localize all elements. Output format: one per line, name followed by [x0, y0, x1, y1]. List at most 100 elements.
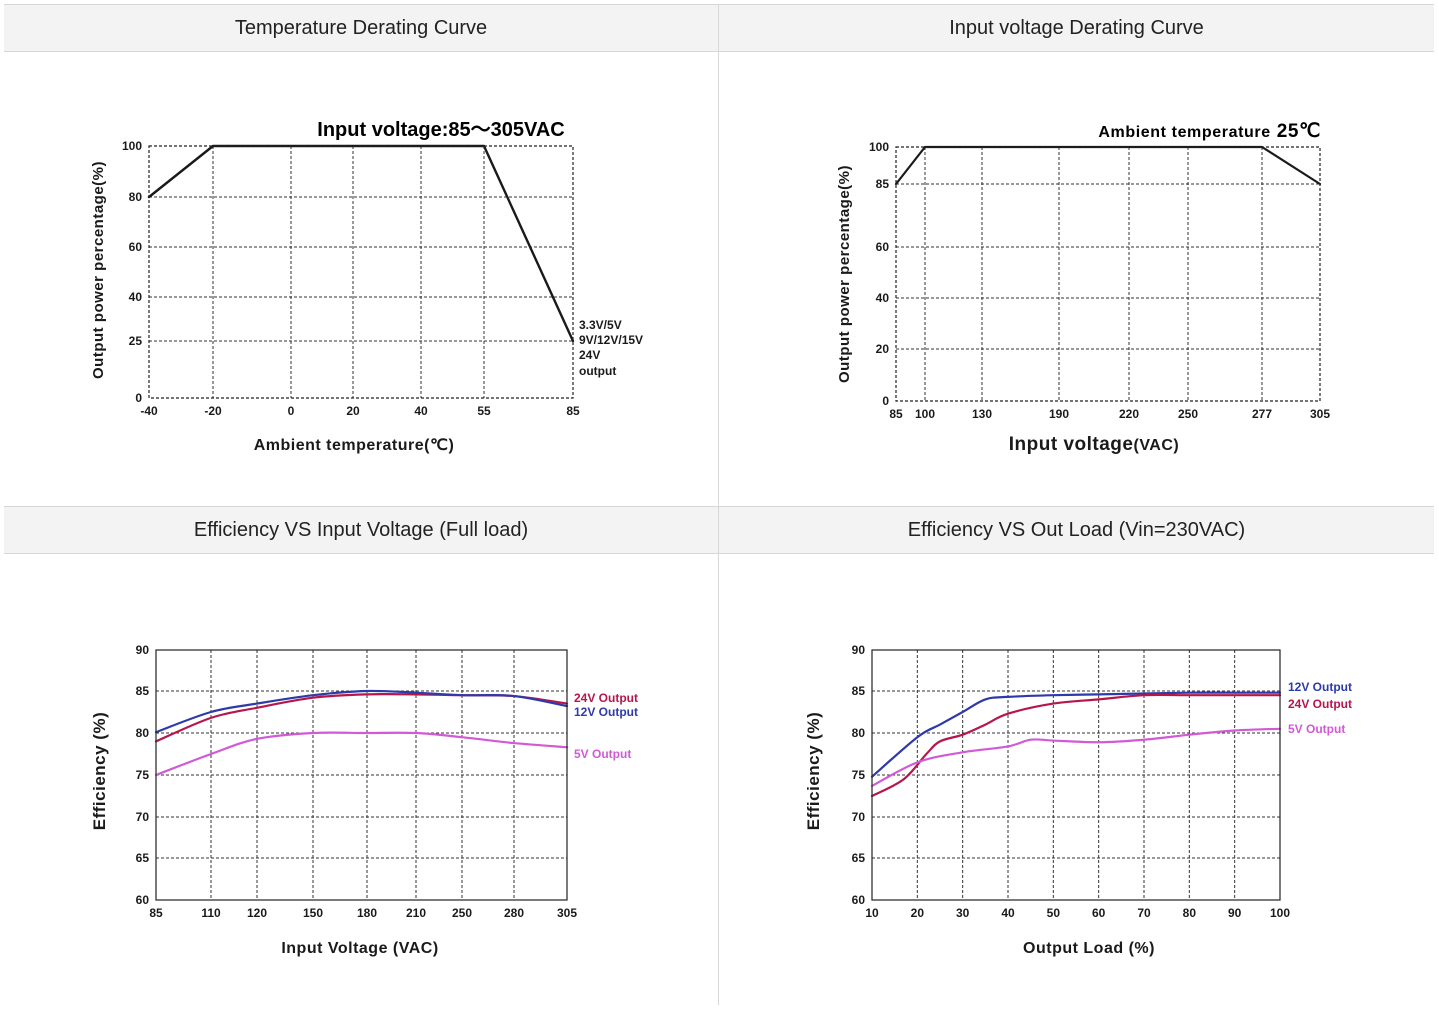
y-tick-label: 20 — [876, 342, 890, 356]
x-tick-label: 150 — [303, 906, 323, 920]
y-tick-label: 85 — [876, 177, 890, 191]
x-tick-label: 250 — [452, 906, 472, 920]
x-tick-label: 0 — [288, 404, 295, 418]
plot-frame — [155, 649, 568, 901]
y-tick-label: 90 — [852, 643, 866, 657]
y-tick-label: 60 — [852, 893, 866, 907]
x-tick-label: 305 — [1310, 407, 1330, 421]
x-tick-label: 85 — [149, 906, 163, 920]
y-tick-label: 100 — [869, 140, 889, 154]
y-tick-label: 40 — [876, 291, 890, 305]
24v-output-line — [154, 692, 569, 743]
y-tick-label: 75 — [852, 768, 866, 782]
x-axis-label: Output Load (%) — [1023, 940, 1155, 957]
chart-temperature-derating: -40 -20 0 20 40 55 85 0 25 40 60 80 100 Input voltag… — [0, 52, 718, 504]
annotation-line-4: output — [579, 364, 616, 378]
y-tick-label: 80 — [852, 726, 866, 740]
x-tick-label: 80 — [1183, 906, 1197, 920]
plot-frame — [148, 145, 574, 399]
x-tick-label: -20 — [204, 404, 222, 418]
y-tick-label: 65 — [136, 851, 150, 865]
12v-output-line — [154, 689, 569, 734]
x-tick-label: 55 — [477, 404, 491, 418]
y-tick-label: 75 — [136, 768, 150, 782]
24v-output-line — [870, 693, 1282, 798]
x-tick-label: 10 — [865, 906, 879, 920]
y-tick-label: 60 — [129, 240, 143, 254]
y-axis-label: Output power percentage(%) — [90, 161, 107, 379]
chart-title: Input voltage:85～305VAC — [317, 119, 564, 141]
x-tick-label: 70 — [1137, 906, 1151, 920]
5v-output-line — [870, 727, 1282, 788]
y-axis-label: Output power percentage(%) — [836, 165, 853, 383]
x-tick-label: 50 — [1047, 906, 1061, 920]
legend-24v-output: 24V Output — [1288, 697, 1352, 711]
12v-output-line — [870, 691, 1282, 778]
y-tick-label: 80 — [129, 190, 143, 204]
y-tick-label: 60 — [136, 893, 150, 907]
y-tick-label: 80 — [136, 726, 150, 740]
x-axis-label-wrapper: Input voltage(VAC) — [1009, 434, 1179, 455]
derating-line — [147, 144, 575, 343]
chart-efficiency-vs-load: 10 20 30 40 50 60 70 80 90 100 60 65 70 75 80 85 90 Outp… — [719, 553, 1439, 1005]
legend-5v-output: 5V Output — [1288, 722, 1345, 736]
annotation-line-3: 24V — [579, 348, 600, 362]
x-axis-label: Input Voltage (VAC) — [281, 940, 438, 957]
annotation-line-1: 3.3V/5V — [579, 318, 622, 332]
x-tick-label: -40 — [140, 404, 158, 418]
x-tick-label: 305 — [557, 906, 577, 920]
y-axis-label: Efficiency (%) — [90, 712, 109, 830]
y-tick-label: 90 — [136, 643, 150, 657]
legend-12v-output: 12V Output — [1288, 680, 1352, 694]
panel-header-efficiency-vs-load: Efficiency VS Out Load (Vin=230VAC) — [719, 506, 1434, 554]
x-tick-label: 277 — [1252, 407, 1272, 421]
vertical-divider — [718, 4, 719, 1005]
x-tick-label: 40 — [1001, 906, 1015, 920]
annotation-line-2: 9V/12V/15V — [579, 333, 643, 347]
y-tick-label: 70 — [136, 810, 150, 824]
y-tick-label: 100 — [122, 139, 142, 153]
x-tick-label: 210 — [406, 906, 426, 920]
x-tick-label: 20 — [346, 404, 360, 418]
legend-5v-output: 5V Output — [574, 747, 631, 761]
x-tick-label: 85 — [566, 404, 580, 418]
y-tick-label: 25 — [129, 334, 143, 348]
y-tick-label: 85 — [852, 684, 866, 698]
panel-header-efficiency-vs-input: Efficiency VS Input Voltage (Full load) — [4, 506, 718, 554]
legend-24v-output: 24V Output — [574, 691, 638, 705]
x-tick-label: 250 — [1178, 407, 1198, 421]
5v-output-line — [154, 731, 569, 777]
x-tick-label: 180 — [357, 906, 377, 920]
legend-12v-output: 12V Output — [574, 705, 638, 719]
plot-frame — [871, 649, 1281, 901]
x-tick-label: 220 — [1119, 407, 1139, 421]
chart-temperature-derating-svg: -40 -20 0 20 40 55 85 0 25 40 60 80 100 Input voltag… — [90, 119, 643, 454]
x-axis-label: Ambient temperature(℃) — [254, 437, 455, 454]
x-tick-label: 30 — [956, 906, 970, 920]
panel-header-input-voltage: Input voltage Derating Curve — [719, 4, 1434, 52]
chart-input-voltage-derating-svg: 85 100 130 190 220 250 277 305 0 20 40 60 85 100 Ambi… — [836, 121, 1330, 455]
chart-efficiency-vs-input-svg: 85 110 120 150 180 210 250 280 305 60 65 70 75 80 85 90… — [90, 643, 638, 957]
x-tick-label: 90 — [1228, 906, 1242, 920]
x-tick-label: 60 — [1092, 906, 1106, 920]
x-tick-label: 100 — [915, 407, 935, 421]
plot-frame — [895, 146, 1321, 402]
x-tick-label: 190 — [1049, 407, 1069, 421]
y-tick-label: 65 — [852, 851, 866, 865]
panel-header-temperature: Temperature Derating Curve — [4, 4, 718, 52]
y-tick-label: 70 — [852, 810, 866, 824]
chart-efficiency-vs-input: 85 110 120 150 180 210 250 280 305 60 65 70 75 80 85 90… — [0, 553, 718, 1005]
x-tick-label: 130 — [972, 407, 992, 421]
y-tick-label: 40 — [129, 290, 143, 304]
chart-efficiency-vs-load-svg: 10 20 30 40 50 60 70 80 90 100 60 65 70 75 80 85 90 Outp… — [804, 643, 1352, 957]
x-tick-label: 40 — [414, 404, 428, 418]
y-axis-label: Efficiency (%) — [804, 712, 823, 830]
x-tick-label: 110 — [201, 906, 221, 920]
x-tick-label: 85 — [889, 407, 903, 421]
y-tick-label: 85 — [136, 684, 150, 698]
x-tick-label: 280 — [504, 906, 524, 920]
y-tick-label: 0 — [135, 391, 142, 405]
chart-input-voltage-derating: 85 100 130 190 220 250 277 305 0 20 40 60 85 100 Ambi… — [719, 52, 1439, 504]
y-tick-label: 60 — [876, 240, 890, 254]
x-axis-label: Input voltage — [1009, 434, 1134, 455]
